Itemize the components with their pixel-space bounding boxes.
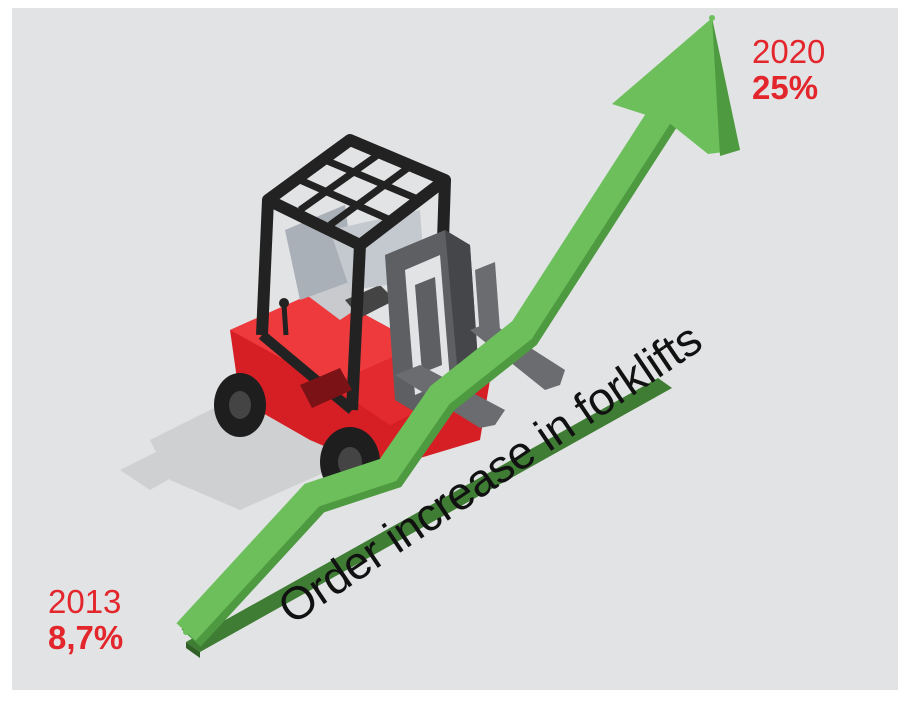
baseline-bar bbox=[186, 378, 672, 658]
end-value: 25% bbox=[752, 68, 819, 106]
growth-arrow bbox=[176, 15, 740, 647]
end-year: 2020 bbox=[752, 33, 826, 70]
arrow-head bbox=[612, 18, 740, 154]
data-point-2020 bbox=[709, 15, 715, 21]
data-point-2013 bbox=[183, 629, 189, 635]
forklift-icon bbox=[214, 134, 565, 497]
data-label-start: 2013 8,7% bbox=[48, 584, 123, 655]
start-year: 2013 bbox=[48, 583, 122, 620]
start-value: 8,7% bbox=[48, 618, 124, 656]
data-label-end: 2020 25% bbox=[752, 34, 825, 105]
